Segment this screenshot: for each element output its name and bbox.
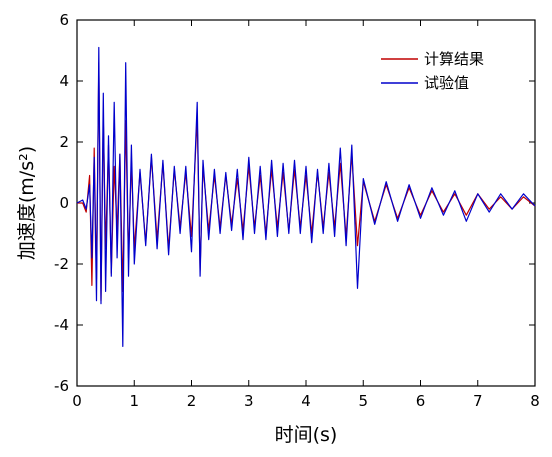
x-tick-label: 3	[244, 392, 254, 410]
x-tick-label: 7	[473, 392, 483, 410]
x-tick-label: 8	[530, 392, 540, 410]
y-tick-label: 0	[59, 194, 69, 212]
legend-label-experimental: 试验值	[424, 74, 469, 92]
y-tick-label: 6	[59, 11, 69, 29]
series-layer	[76, 46, 536, 347]
x-tick-label: 5	[358, 392, 368, 410]
x-tick-label: 6	[416, 392, 426, 410]
ticks	[76, 19, 536, 387]
legend-label-calculated: 计算结果	[424, 50, 484, 68]
tick-labels: 0 1 2 3 4 5 6 7 8 -6 -4 -2 0 2 4 6	[54, 11, 540, 410]
y-tick-label: 2	[59, 133, 69, 151]
x-tick-label: 1	[129, 392, 139, 410]
legend: 计算结果 试验值	[381, 50, 484, 92]
y-tick-label: -4	[54, 316, 69, 334]
y-tick-label: 4	[59, 72, 69, 90]
x-tick-label: 0	[72, 392, 82, 410]
series-line-experimental	[76, 46, 536, 347]
series-line-calculated	[77, 62, 536, 302]
y-tick-label: -2	[54, 255, 69, 273]
y-tick-label: -6	[54, 377, 69, 395]
x-axis-label: 时间(s)	[275, 424, 338, 446]
x-tick-label: 4	[301, 392, 311, 410]
x-tick-label: 2	[187, 392, 197, 410]
y-axis-label: 加速度(m/s²)	[16, 146, 38, 260]
